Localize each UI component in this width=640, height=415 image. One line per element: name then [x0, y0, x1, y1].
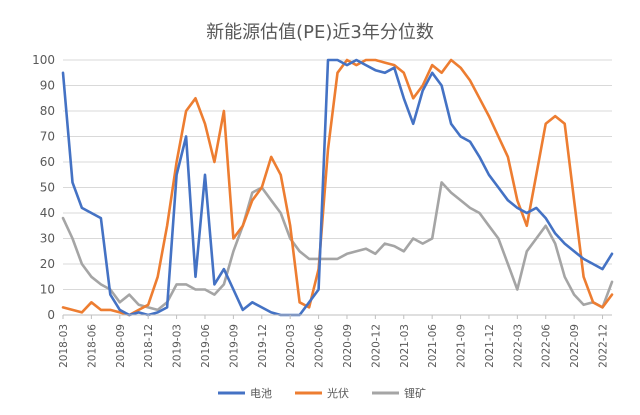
x-tick-label: 2022-03 [512, 324, 524, 368]
y-tick-label: 80 [40, 104, 55, 118]
y-tick-label: 50 [40, 181, 55, 195]
y-tick-label: 60 [40, 155, 55, 169]
y-tick-label: 40 [40, 206, 55, 220]
gridlines [63, 59, 612, 290]
legend-item-battery: 电池 [218, 387, 272, 400]
legend-label-photovoltaic: 光伏 [327, 386, 349, 400]
series-lines [61, 58, 614, 317]
series-line-lithium-mine [61, 181, 614, 312]
x-tick-label: 2021-06 [427, 324, 439, 368]
x-tick-label: 2018-12 [143, 324, 155, 368]
x-tick-label: 2019-09 [228, 324, 240, 368]
x-tick-label: 2018-09 [115, 324, 127, 368]
x-tick-label: 2021-12 [484, 324, 496, 368]
x-tick-label: 2020-12 [370, 324, 382, 368]
series-line-battery [61, 58, 614, 317]
chart-title: 新能源估值(PE)近3年分位数 [206, 22, 434, 43]
y-tick-label: 70 [40, 130, 55, 144]
x-tick-label: 2021-09 [456, 324, 468, 368]
x-tick-label: 2020-03 [285, 324, 297, 368]
x-tick-label: 2022-09 [569, 324, 581, 368]
x-tick-label: 2018-06 [86, 324, 98, 368]
y-tick-label: 0 [47, 308, 55, 322]
x-tick-label: 2020-09 [342, 324, 354, 368]
legend-label-lithium-mine: 锂矿 [404, 386, 426, 400]
x-tick-label: 2019-03 [172, 324, 184, 368]
legend-label-battery: 电池 [250, 387, 272, 400]
x-tick-label: 2018-03 [58, 324, 70, 368]
x-tick-label: 2022-12 [598, 324, 610, 368]
x-tick-label: 2021-03 [399, 324, 411, 368]
legend-item-lithium-mine: 锂矿 [372, 386, 426, 400]
y-tick-label: 90 [40, 79, 55, 93]
y-tick-label: 100 [32, 53, 55, 67]
x-tick-label: 2019-12 [257, 324, 269, 368]
x-tick-label: 2022-06 [541, 324, 553, 368]
legend: 电池 光伏 锂矿 [218, 386, 426, 400]
legend-item-photovoltaic: 光伏 [295, 386, 349, 400]
x-axis-tick-labels: 2018-03 2018-06 2018-09 2018-12 2019-03 2019-… [58, 315, 610, 368]
x-tick-label: 2020-06 [314, 324, 326, 368]
y-tick-label: 20 [40, 257, 55, 271]
y-tick-label: 30 [40, 232, 55, 246]
y-tick-label: 10 [40, 283, 55, 297]
x-tick-label: 2019-06 [200, 324, 212, 368]
y-axis-tick-labels: 0 10 20 30 40 50 60 70 80 90 100 [32, 53, 55, 322]
